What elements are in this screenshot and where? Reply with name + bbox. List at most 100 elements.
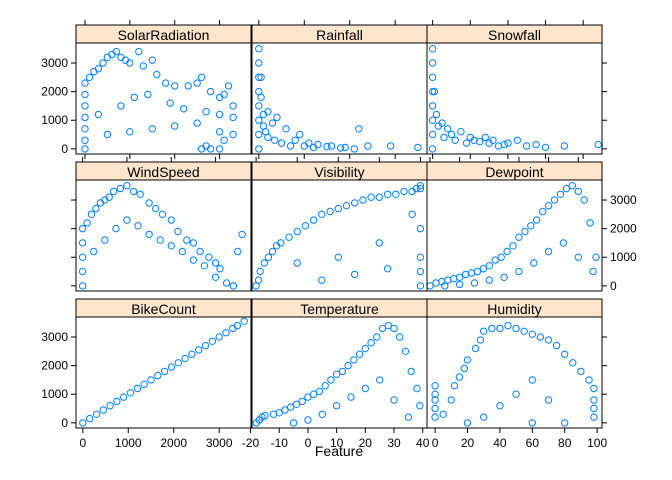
data-point (78, 267, 87, 276)
data-point (400, 187, 408, 196)
data-point (188, 350, 196, 358)
x-tick-label: 20 (359, 436, 373, 450)
data-point (344, 361, 352, 370)
data-point (521, 227, 529, 236)
data-point (116, 184, 125, 193)
data-point (215, 333, 223, 341)
data-point (594, 140, 602, 149)
data-point (167, 242, 176, 250)
data-point (145, 199, 153, 207)
data-point (496, 402, 504, 410)
data-point (78, 224, 87, 233)
data-point (532, 140, 540, 149)
data-point (550, 196, 559, 204)
data-point (287, 403, 295, 411)
data-point (338, 367, 347, 376)
data-point (528, 419, 536, 427)
data-point (523, 142, 531, 150)
points-group (81, 47, 237, 153)
data-point (590, 413, 598, 421)
data-point (533, 216, 541, 224)
data-point (512, 324, 520, 333)
data-point (500, 140, 508, 149)
data-point (166, 99, 174, 107)
data-point (556, 190, 565, 199)
data-point (432, 110, 441, 119)
data-point (289, 419, 298, 427)
panel-border (251, 42, 428, 155)
data-point (384, 321, 392, 330)
data-point (255, 130, 263, 139)
data-point (503, 247, 511, 256)
data-point (81, 145, 89, 153)
data-point (184, 82, 192, 90)
data-point (78, 239, 87, 247)
data-point (112, 47, 121, 56)
data-point (485, 262, 493, 270)
data-point (513, 136, 521, 145)
data-point (181, 354, 189, 363)
data-point (152, 204, 160, 213)
data-point (183, 236, 191, 244)
data-point (160, 367, 169, 376)
data-point (314, 140, 322, 149)
data-point (99, 59, 107, 67)
data-point (383, 265, 392, 273)
data-point (222, 279, 231, 287)
data-point (590, 396, 598, 404)
data-point (574, 253, 582, 261)
data-point (383, 190, 392, 199)
points-group (426, 182, 600, 290)
data-point (264, 133, 272, 142)
data-point (260, 259, 268, 267)
data-point (392, 190, 400, 199)
data-point (81, 125, 89, 133)
data-point (431, 396, 439, 404)
data-point (520, 327, 528, 335)
data-point (431, 413, 439, 421)
x-tick-label: 0 (432, 436, 439, 450)
data-point (174, 359, 183, 367)
data-point (376, 376, 384, 384)
data-point (174, 227, 182, 236)
data-point (162, 79, 170, 87)
data-point (144, 90, 152, 99)
data-point (255, 45, 263, 53)
data-point (134, 222, 142, 230)
data-point (428, 45, 437, 53)
data-point (401, 347, 410, 355)
x-tick-label: 20 (461, 436, 475, 450)
data-point (275, 409, 283, 417)
panel-bikecount: BikeCount 0 1000 2000 3000 (75, 298, 252, 450)
data-point (304, 393, 312, 401)
data-point (327, 142, 336, 150)
data-point (509, 242, 517, 250)
data-point (110, 187, 118, 196)
data-point (220, 136, 228, 145)
x-tick-label: 10 (330, 436, 344, 450)
data-point (562, 184, 571, 193)
data-point (530, 259, 538, 267)
data-point (229, 282, 238, 290)
data-point (426, 282, 434, 290)
data-point (504, 321, 512, 330)
data-point (544, 202, 553, 210)
panel-border (75, 42, 252, 155)
panel-humidity: Humidity 0 20 40 60 80 100 (426, 298, 607, 450)
data-point (148, 125, 157, 133)
data-point (234, 247, 242, 256)
data-point (126, 389, 135, 397)
data-point (112, 224, 120, 233)
data-point (497, 253, 505, 261)
data-point (220, 90, 228, 99)
data-point (476, 336, 485, 344)
panel-border (251, 179, 428, 292)
data-point (271, 136, 279, 145)
data-point (552, 341, 561, 350)
y-tick-label: 2000 (41, 359, 68, 373)
data-point (282, 125, 290, 133)
data-point (264, 108, 272, 116)
data-point (196, 247, 204, 256)
data-point (455, 273, 464, 281)
data-point (135, 47, 143, 56)
